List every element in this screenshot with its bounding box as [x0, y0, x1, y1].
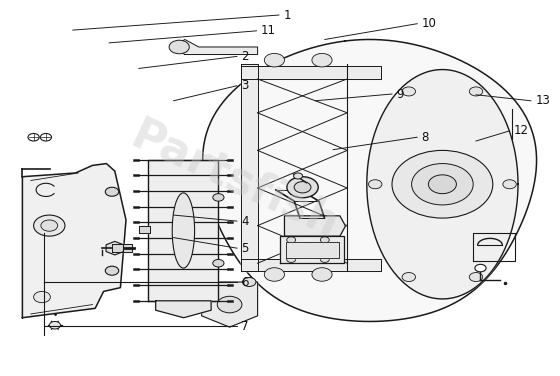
Circle shape — [213, 259, 224, 267]
Circle shape — [264, 53, 284, 67]
Polygon shape — [203, 39, 536, 321]
Circle shape — [294, 182, 311, 193]
Circle shape — [412, 164, 473, 205]
Polygon shape — [241, 66, 381, 79]
Circle shape — [402, 87, 416, 96]
Circle shape — [503, 180, 516, 189]
Polygon shape — [286, 242, 339, 258]
Ellipse shape — [172, 193, 195, 268]
Circle shape — [402, 273, 416, 282]
Polygon shape — [106, 241, 124, 255]
Polygon shape — [22, 164, 126, 318]
Circle shape — [469, 87, 483, 96]
Circle shape — [320, 237, 329, 243]
Circle shape — [41, 220, 58, 231]
Polygon shape — [241, 259, 381, 271]
Polygon shape — [367, 70, 518, 299]
Circle shape — [287, 256, 296, 262]
Circle shape — [368, 180, 382, 189]
Text: 3: 3 — [241, 79, 249, 92]
Polygon shape — [156, 301, 211, 318]
Text: 9: 9 — [396, 88, 404, 100]
Circle shape — [217, 296, 242, 313]
Text: 5: 5 — [241, 242, 249, 255]
Polygon shape — [174, 39, 258, 55]
Polygon shape — [148, 160, 218, 301]
Text: Partsfish: Partsfish — [124, 114, 346, 247]
Circle shape — [392, 150, 493, 218]
Polygon shape — [280, 236, 344, 263]
Circle shape — [203, 277, 217, 287]
Text: 2: 2 — [241, 50, 249, 63]
Text: 10: 10 — [422, 17, 437, 30]
Circle shape — [213, 194, 224, 201]
Circle shape — [287, 177, 318, 198]
Circle shape — [105, 187, 119, 196]
Circle shape — [34, 291, 50, 303]
Text: 1: 1 — [283, 9, 291, 21]
Circle shape — [469, 273, 483, 282]
Text: 12: 12 — [514, 124, 529, 137]
Circle shape — [264, 268, 284, 281]
Circle shape — [312, 53, 332, 67]
Text: 4: 4 — [241, 215, 249, 227]
Polygon shape — [241, 64, 258, 271]
Text: 11: 11 — [261, 24, 276, 37]
Circle shape — [34, 215, 65, 236]
Circle shape — [49, 321, 60, 329]
Circle shape — [169, 40, 189, 54]
Circle shape — [28, 133, 39, 141]
Circle shape — [320, 256, 329, 262]
Circle shape — [428, 175, 456, 194]
Circle shape — [293, 173, 302, 179]
Text: 8: 8 — [422, 131, 429, 144]
Text: 6: 6 — [241, 276, 249, 288]
Circle shape — [105, 266, 119, 275]
Circle shape — [475, 264, 486, 272]
Circle shape — [312, 268, 332, 281]
Text: 13: 13 — [535, 94, 550, 107]
Circle shape — [287, 237, 296, 243]
Circle shape — [40, 133, 52, 141]
Text: 7: 7 — [241, 320, 249, 333]
Polygon shape — [139, 226, 150, 233]
Polygon shape — [284, 216, 346, 236]
Polygon shape — [202, 282, 258, 327]
Polygon shape — [112, 244, 132, 252]
Circle shape — [242, 277, 256, 287]
